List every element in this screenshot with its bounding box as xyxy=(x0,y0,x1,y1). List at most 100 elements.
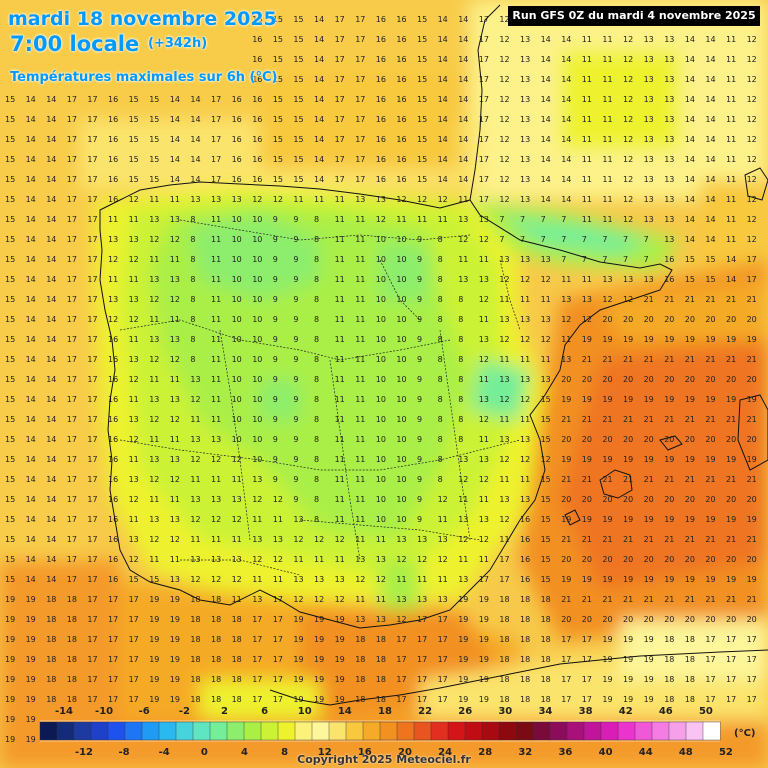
grid-value: 12 xyxy=(623,175,633,184)
grid-value: 17 xyxy=(252,615,262,624)
grid-value: 19 xyxy=(335,655,345,664)
legend-labels-top: -14 -10 -6 -2 2 6 10 14 18 22 26 30 34 38 42 46 50 xyxy=(55,706,713,717)
grid-value: 16 xyxy=(396,55,406,64)
grid-value: 8 xyxy=(190,315,195,324)
grid-value: 12 xyxy=(623,35,633,44)
legend-swatch xyxy=(668,721,687,741)
grid-value: 14 xyxy=(438,115,448,124)
grid-value: 16 xyxy=(376,55,386,64)
grid-value: 17 xyxy=(108,675,118,684)
grid-value: 20 xyxy=(726,495,736,504)
grid-value: 13 xyxy=(664,155,674,164)
grid-value: 20 xyxy=(747,315,757,324)
grid-value: 8 xyxy=(438,315,443,324)
grid-value: 20 xyxy=(623,615,633,624)
grid-value: 11 xyxy=(499,295,509,304)
grid-value: 18 xyxy=(541,655,551,664)
grid-value: 12 xyxy=(499,515,509,524)
grid-value: 11 xyxy=(190,415,200,424)
grid-value: 14 xyxy=(26,535,36,544)
grid-value: 19 xyxy=(664,575,674,584)
grid-value: 18 xyxy=(211,695,221,704)
grid-value: 17 xyxy=(67,315,77,324)
grid-value: 13 xyxy=(170,455,180,464)
grid-value: 12 xyxy=(335,595,345,604)
grid-value: 19 xyxy=(314,655,324,664)
grid-value: 19 xyxy=(458,635,468,644)
africa-coast xyxy=(269,649,768,706)
grid-value: 17 xyxy=(252,675,262,684)
grid-value: 9 xyxy=(273,335,278,344)
grid-value: 19 xyxy=(26,635,36,644)
grid-value: 12 xyxy=(499,15,509,24)
grid-value: 12 xyxy=(129,255,139,264)
grid-value: 14 xyxy=(458,155,468,164)
grid-value: 19 xyxy=(747,335,757,344)
grid-value: 12 xyxy=(623,295,633,304)
grid-value: 17 xyxy=(252,635,262,644)
grid-value: 17 xyxy=(438,615,448,624)
grid-value: 17 xyxy=(129,615,139,624)
grid-value: 20 xyxy=(644,495,654,504)
grid-value: 11 xyxy=(726,175,736,184)
grid-value: 12 xyxy=(479,535,489,544)
legend-swatch xyxy=(600,721,619,741)
grid-value: 13 xyxy=(458,515,468,524)
grid-value: 9 xyxy=(293,395,298,404)
grid-value: 19 xyxy=(602,635,612,644)
grid-value: 10 xyxy=(376,495,386,504)
grid-value: 12 xyxy=(623,195,633,204)
grid-value: 11 xyxy=(396,215,406,224)
grid-value: 17 xyxy=(417,635,427,644)
grid-value: 19 xyxy=(747,455,757,464)
grid-value: 16 xyxy=(396,95,406,104)
grid-value: 11 xyxy=(211,535,221,544)
grid-value: 12 xyxy=(190,455,200,464)
grid-value: 11 xyxy=(335,475,345,484)
grid-value: 15 xyxy=(273,35,283,44)
grid-value: 7 xyxy=(561,215,566,224)
grid-value: 9 xyxy=(273,255,278,264)
grid-value: 13 xyxy=(252,475,262,484)
grid-value: 14 xyxy=(46,535,56,544)
grid-value: 8 xyxy=(314,215,319,224)
grid-value: 16 xyxy=(108,195,118,204)
grid-value: 14 xyxy=(190,95,200,104)
grid-value: 17 xyxy=(87,355,97,364)
grid-value: 10 xyxy=(252,435,262,444)
grid-value: 21 xyxy=(602,595,612,604)
grid-value: 12 xyxy=(499,95,509,104)
grid-value: 13 xyxy=(190,495,200,504)
grid-value: 18 xyxy=(685,655,695,664)
grid-value: 15 xyxy=(5,295,15,304)
grid-value: 13 xyxy=(499,495,509,504)
grid-value: 20 xyxy=(561,375,571,384)
grid-value: 8 xyxy=(314,375,319,384)
grid-value: 19 xyxy=(644,395,654,404)
grid-value: 16 xyxy=(108,435,118,444)
grid-value: 10 xyxy=(376,295,386,304)
grid-value: 12 xyxy=(252,195,262,204)
grid-value: 20 xyxy=(726,375,736,384)
copyright: Copyright 2025 Meteociel.fr xyxy=(297,753,471,766)
grid-value: 13 xyxy=(561,355,571,364)
grid-value: 11 xyxy=(355,395,365,404)
grid-value: 15 xyxy=(5,115,15,124)
grid-value: 14 xyxy=(46,355,56,364)
grid-value: 13 xyxy=(335,575,345,584)
legend-label: 8 xyxy=(281,747,288,758)
grid-value: 11 xyxy=(726,115,736,124)
grid-value: 16 xyxy=(252,175,262,184)
grid-value: 19 xyxy=(705,335,715,344)
grid-value: 17 xyxy=(67,435,77,444)
grid-value: 15 xyxy=(5,475,15,484)
grid-value: 13 xyxy=(190,555,200,564)
legend-label: 48 xyxy=(679,747,693,758)
grid-value: 14 xyxy=(541,55,551,64)
grid-value: 11 xyxy=(335,495,345,504)
grid-value: 12 xyxy=(747,195,757,204)
grid-value: 12 xyxy=(499,275,509,284)
grid-value: 15 xyxy=(541,415,551,424)
grid-value: 15 xyxy=(685,275,695,284)
grid-value: 11 xyxy=(602,115,612,124)
